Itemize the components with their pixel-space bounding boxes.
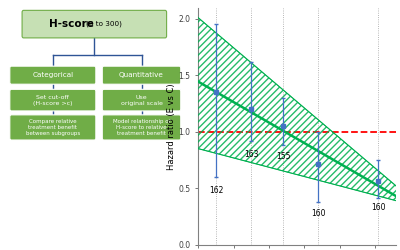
Text: Quantitative: Quantitative	[119, 72, 164, 78]
Text: 160: 160	[371, 203, 386, 212]
Text: (0 to 300): (0 to 300)	[86, 20, 122, 27]
Text: Set cut-off
(H-score >c): Set cut-off (H-score >c)	[33, 95, 72, 106]
Text: 155: 155	[276, 152, 290, 161]
FancyBboxPatch shape	[10, 66, 96, 84]
Text: Model relationship of
H-score to relative
treatment benefit: Model relationship of H-score to relativ…	[113, 119, 170, 136]
Y-axis label: Hazard ratio (E vs C): Hazard ratio (E vs C)	[167, 83, 176, 170]
Text: Categorical: Categorical	[32, 72, 73, 78]
FancyBboxPatch shape	[102, 66, 181, 84]
FancyBboxPatch shape	[102, 89, 181, 111]
FancyBboxPatch shape	[10, 115, 96, 140]
Text: 162: 162	[209, 186, 223, 195]
FancyBboxPatch shape	[22, 10, 167, 38]
FancyBboxPatch shape	[10, 89, 96, 111]
Text: Use
original scale: Use original scale	[120, 95, 162, 106]
Text: Compare relative
treatment benefit
between subgroups: Compare relative treatment benefit betwe…	[26, 119, 80, 136]
Text: 163: 163	[244, 150, 258, 159]
FancyBboxPatch shape	[102, 115, 181, 140]
Text: H-score: H-score	[49, 19, 94, 29]
Text: 160: 160	[311, 209, 326, 218]
